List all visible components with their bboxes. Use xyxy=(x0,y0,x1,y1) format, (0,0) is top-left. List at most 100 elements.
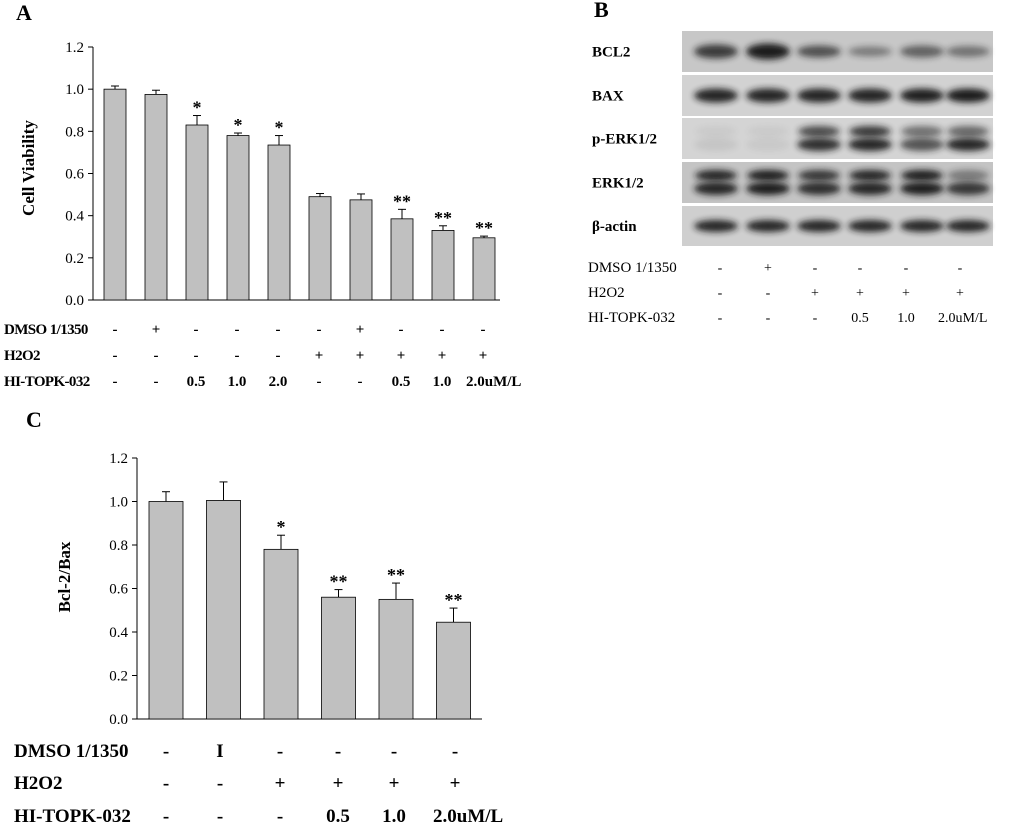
blot-band xyxy=(694,220,738,232)
chart-a-condition-cell: 2.0uM/L xyxy=(466,374,521,390)
chart-a-condition-cell: + xyxy=(356,322,365,338)
chart-a-condition-label: H2O2 xyxy=(4,348,40,364)
blot-band xyxy=(946,182,990,195)
chart-a-significance-marker: ** xyxy=(475,218,493,238)
chart-a-y-axis-label: Cell Viability xyxy=(19,120,38,216)
chart-c-condition-cell: - xyxy=(277,806,283,827)
panel-a-letter: A xyxy=(16,0,32,25)
chart-a-condition-cell: + xyxy=(397,348,406,364)
chart-c-condition-label: H2O2 xyxy=(14,773,63,794)
blot-separator xyxy=(680,204,996,206)
blot-row-2 xyxy=(682,118,993,159)
chart-a-condition-cell: - xyxy=(113,374,118,390)
chart-c-y-tick-label: 1.2 xyxy=(109,451,128,467)
blot-condition-cell: - xyxy=(904,261,909,276)
chart-c-bar xyxy=(263,548,299,720)
blot-condition-cell: + xyxy=(856,286,864,301)
blot-band xyxy=(901,126,943,137)
chart-c-significance-marker: * xyxy=(277,517,286,537)
chart-c-condition-cell: - xyxy=(163,773,169,794)
chart-c-condition-cell: - xyxy=(391,741,397,762)
chart-a-y-tick-label: 0.6 xyxy=(65,167,84,183)
chart-a-condition-cell: - xyxy=(113,348,118,364)
blot-condition-cell: 0.5 xyxy=(851,311,869,326)
blot-condition-cell: + xyxy=(956,286,964,301)
blot-band xyxy=(695,170,737,181)
panel-c-letter: C xyxy=(26,407,42,432)
chart-c-bar xyxy=(321,596,356,720)
blot-row-label: BCL2 xyxy=(592,45,630,61)
blot-condition-cell: - xyxy=(958,261,963,276)
blot-condition-label: DMSO 1/1350 xyxy=(588,260,677,276)
blot-row-label: BAX xyxy=(592,89,624,105)
chart-a-bar xyxy=(226,135,250,301)
blot-band xyxy=(900,45,944,58)
blot-band xyxy=(694,88,738,103)
chart-c-condition-cell: I xyxy=(216,741,223,762)
chart-a-condition-cell: - xyxy=(194,322,199,338)
chart-a-bar xyxy=(431,230,455,301)
chart-c-bar xyxy=(378,598,414,720)
blot-row-label: p-ERK1/2 xyxy=(592,132,657,148)
chart-c-y-axis-label: Bcl-2/Bax xyxy=(55,541,74,612)
blot-band xyxy=(798,170,840,181)
chart-a-condition-cell: + xyxy=(315,348,324,364)
chart-c-significance-marker: ** xyxy=(387,565,405,585)
blot-band xyxy=(900,138,944,151)
blot-condition-cell: - xyxy=(813,311,818,326)
chart-a-bar xyxy=(349,199,373,301)
blot-band xyxy=(797,88,841,103)
chart-a-bar xyxy=(390,218,414,301)
chart-c-condition-cell: 0.5 xyxy=(326,806,350,827)
blot-condition-cell: - xyxy=(813,261,818,276)
chart-a-y-tick-label: 0.8 xyxy=(65,124,84,140)
chart-c-condition-cell: - xyxy=(217,773,223,794)
blot-band xyxy=(848,138,892,151)
chart-c-plot: 0.00.20.40.60.81.01.2*** **** xyxy=(109,451,482,728)
blot-row-label: β-actin xyxy=(592,219,637,235)
blot-condition-cell: + xyxy=(902,286,910,301)
chart-c-condition-cell: - xyxy=(163,806,169,827)
blot-band xyxy=(694,138,738,151)
blot-condition-cell: + xyxy=(811,286,819,301)
blot-band xyxy=(694,44,738,59)
chart-c-condition-cell: - xyxy=(163,741,169,762)
blot-band xyxy=(746,88,790,103)
panel-b-letter: B xyxy=(594,0,609,22)
chart-c-bar xyxy=(148,501,184,720)
chart-c-condition-cell: 2.0uM/L xyxy=(433,806,503,827)
blot-row-label: ERK1/2 xyxy=(592,176,644,192)
chart-a-significance-marker: * xyxy=(234,115,243,135)
blot-condition-label: HI-TOPK-032 xyxy=(588,310,675,326)
blot-band xyxy=(747,170,789,181)
blot-band xyxy=(797,138,841,151)
chart-a-bar xyxy=(185,124,209,301)
blot-condition-cell: - xyxy=(718,261,723,276)
chart-a-y-tick-label: 0.4 xyxy=(65,209,84,225)
blot-band xyxy=(848,46,892,57)
blot-condition-cell: + xyxy=(764,261,772,276)
chart-c-condition-cell: - xyxy=(335,741,341,762)
blot-condition-cell: - xyxy=(766,286,771,301)
chart-a-condition-cell: - xyxy=(399,322,404,338)
chart-c-condition-table: DMSO 1/1350 - I - - - - H2O2 - - + + + + HI-TOPK-032 - -… xyxy=(14,741,503,827)
blot-row-4 xyxy=(682,206,993,246)
chart-a-condition-label: DMSO 1/1350 xyxy=(4,322,88,338)
chart-c-condition-cell: + xyxy=(333,773,344,794)
chart-c-bar xyxy=(206,500,241,720)
blot-row-background xyxy=(682,118,993,159)
blot-row-0 xyxy=(682,31,993,72)
chart-a-y-tick-label: 0.2 xyxy=(65,251,84,267)
blot-condition-cell: - xyxy=(858,261,863,276)
chart-c-y-tick-label: 0.2 xyxy=(109,669,128,685)
blot-band xyxy=(746,43,790,60)
chart-a-y-tick-label: 0.0 xyxy=(65,293,84,309)
blot-band xyxy=(946,220,990,232)
chart-a-bar xyxy=(103,88,127,301)
blot-band xyxy=(848,182,892,195)
chart-a-condition-cell: 1.0 xyxy=(228,374,247,390)
chart-a-condition-cell: 0.5 xyxy=(187,374,206,390)
chart-c-y-tick-label: 1.0 xyxy=(109,495,128,511)
blot-band xyxy=(947,170,989,181)
